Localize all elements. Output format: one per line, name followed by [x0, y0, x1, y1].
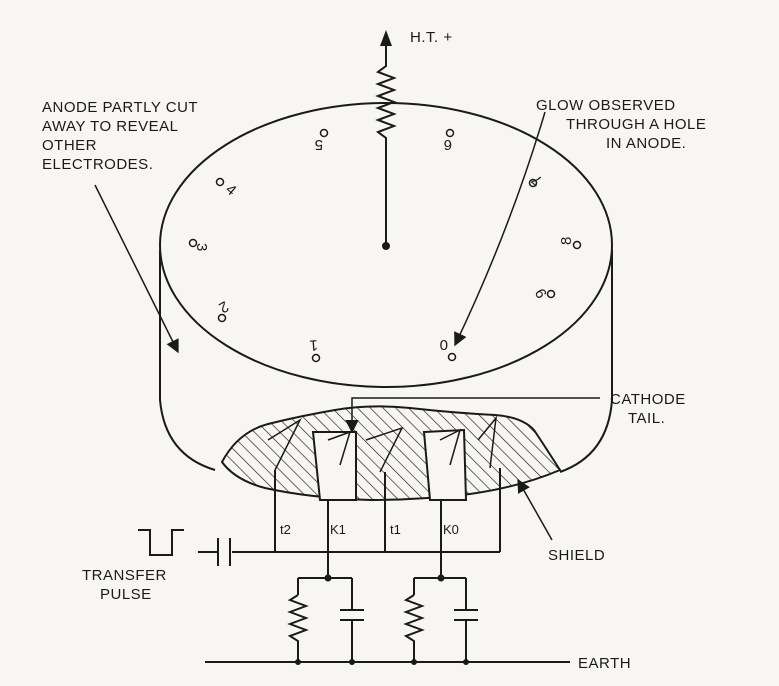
- digit-6: 6: [444, 136, 452, 153]
- transfer-pulse-input: [138, 529, 231, 566]
- cathode-pin-2: [217, 313, 227, 323]
- resistor-k0: [403, 594, 425, 662]
- digit-5: 5: [315, 136, 323, 153]
- svg-text:ELECTRODES.: ELECTRODES.: [42, 156, 153, 173]
- cathode-pin-4: [215, 177, 225, 187]
- svg-text:TAIL.: TAIL.: [628, 410, 665, 427]
- tube-body: [159, 102, 613, 473]
- digit-2: 2: [216, 297, 232, 316]
- cathode-tail-note: CATHODE TAIL.: [610, 391, 686, 427]
- cathode-pin-9: [546, 289, 556, 299]
- svg-text:AWAY TO REVEAL: AWAY TO REVEAL: [42, 118, 179, 135]
- k1-electrode: [311, 431, 357, 501]
- cathode-pin-0: [447, 352, 457, 362]
- earth-label: EARTH: [578, 655, 631, 672]
- digit-4: 4: [222, 181, 239, 199]
- k0-electrode: [422, 428, 468, 501]
- cathode-pin-5: [319, 128, 329, 138]
- ht-resistor: [375, 58, 397, 246]
- cutaway-region: [220, 405, 562, 502]
- electrode-label-t1: t1: [390, 522, 401, 537]
- ht-label: H.T. +: [410, 29, 453, 46]
- anode-note: ANODE PARTLY CUT AWAY TO REVEAL OTHER EL…: [42, 99, 198, 173]
- rc-network-k0: [403, 574, 478, 662]
- shield-label: SHIELD: [548, 547, 605, 564]
- svg-text:IN ANODE.: IN ANODE.: [606, 135, 686, 152]
- cathode-pin-1: [311, 353, 321, 363]
- svg-text:PULSE: PULSE: [100, 586, 152, 603]
- svg-text:TRANSFER: TRANSFER: [82, 567, 167, 584]
- digit-0: 0: [440, 336, 448, 353]
- k0-tail: [439, 428, 462, 466]
- t2-spike: [267, 417, 302, 471]
- electrode-label-t2: t2: [280, 522, 291, 537]
- digit-1: 1: [309, 336, 319, 354]
- svg-text:ANODE PARTLY CUT: ANODE PARTLY CUT: [42, 99, 198, 116]
- glow-note: GLOW OBSERVED THROUGH A HOLE IN ANODE.: [536, 97, 706, 152]
- transfer-pulse-note: TRANSFER PULSE: [82, 567, 167, 603]
- digit-8: 8: [558, 237, 575, 245]
- ht-arrow: [380, 30, 392, 46]
- tube-left-wall: [159, 250, 216, 471]
- spike-right: [477, 415, 498, 469]
- tube-right-wall: [559, 250, 613, 473]
- cathode-pin-8: [572, 240, 582, 250]
- pulse-waveform: [138, 529, 184, 556]
- glow-note-pointer: [454, 111, 546, 347]
- electrode-leads: [232, 468, 501, 578]
- t1-spike: [365, 426, 404, 473]
- cathode-pin-3: [188, 238, 198, 248]
- svg-text:CATHODE: CATHODE: [610, 391, 686, 408]
- electrode-label-k1: K1: [330, 522, 346, 537]
- svg-text:THROUGH A HOLE: THROUGH A HOLE: [566, 116, 706, 133]
- anode-dot: [382, 242, 390, 250]
- shield-pointer: [517, 478, 553, 541]
- cathode-tail-pointer: [345, 397, 600, 434]
- svg-text:GLOW OBSERVED: GLOW OBSERVED: [536, 97, 676, 114]
- electrode-labels: t2 K1 t1 K0: [280, 522, 459, 537]
- svg-text:OTHER: OTHER: [42, 137, 97, 154]
- digit-3: 3: [193, 243, 210, 251]
- electrode-label-k0: K0: [443, 522, 459, 537]
- anode-top-ellipse: [159, 102, 613, 388]
- anode-note-pointer: [94, 184, 179, 354]
- shield-hatched-area: [220, 405, 562, 502]
- cathode-pin-6: [445, 128, 455, 138]
- resistor-k1: [287, 594, 309, 662]
- cathode-pin-7: [528, 178, 538, 188]
- ht-lead: [375, 30, 397, 250]
- rc-network-k1: [287, 574, 364, 662]
